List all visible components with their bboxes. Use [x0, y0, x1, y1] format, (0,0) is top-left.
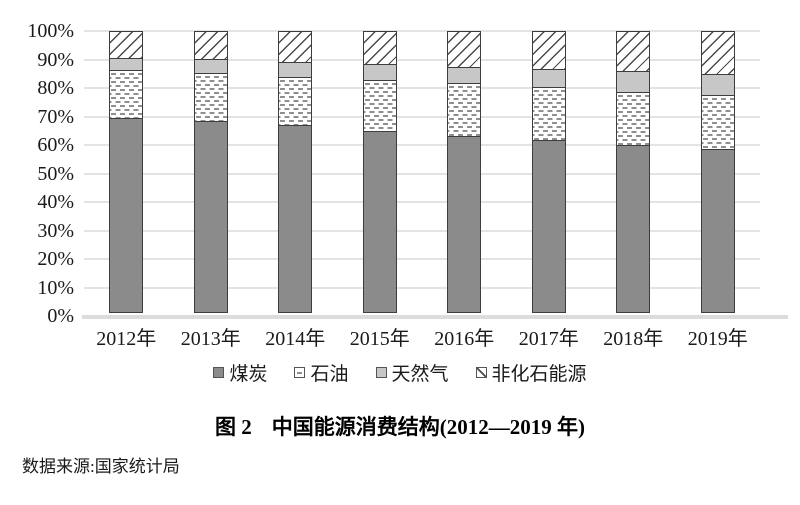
x-axis-tick-label: 2017年 — [518, 328, 579, 350]
stacked-bar-2016年 — [447, 31, 482, 316]
legend-label: 天然气 — [391, 364, 449, 385]
gridline — [84, 258, 760, 260]
legend-item-coal: 煤炭 — [213, 359, 267, 386]
bar-segment-gas — [616, 71, 651, 93]
legend-label: 非化石能源 — [491, 364, 587, 385]
legend-item-nonfossil: 非化石能源 — [475, 359, 587, 386]
gridline — [84, 172, 760, 175]
bar-cell — [84, 31, 169, 316]
y-axis-tick-label: 30% — [37, 219, 74, 242]
legend-swatch-coal-icon — [213, 367, 225, 378]
bar-segment-gas — [278, 62, 313, 79]
gridline — [84, 115, 760, 118]
y-axis-tick-label: 20% — [37, 248, 74, 270]
legend-swatch-nonfossil-icon — [475, 367, 487, 378]
y-axis-tick-label: 80% — [37, 77, 74, 99]
bar-segment-coal — [616, 144, 651, 313]
x-axis-line — [82, 315, 788, 319]
bar-cell — [507, 31, 592, 316]
bar-segment-gas — [109, 57, 144, 72]
bar-segment-oil — [447, 83, 482, 137]
bar-cell — [338, 31, 423, 316]
bar-segment-coal — [700, 148, 735, 313]
bar-cell — [676, 31, 761, 316]
gridline — [84, 30, 760, 32]
gridline — [84, 87, 760, 89]
bar-segment-nonfossil — [193, 31, 228, 61]
chart-legend: 煤炭 石油 天然气 非化石能源 — [0, 359, 800, 386]
bar-segment-oil — [193, 73, 228, 122]
bar-cell — [169, 31, 254, 316]
bars-container — [84, 31, 760, 316]
bar-segment-coal — [447, 135, 482, 313]
y-axis-tick-label: 70% — [37, 105, 74, 128]
x-axis-tick-label: 2015年 — [349, 328, 410, 350]
y-axis-tick-label: 50% — [37, 162, 74, 185]
stacked-bar-2018年 — [616, 31, 651, 316]
y-axis-tick-label: 60% — [37, 134, 74, 156]
bar-cell — [422, 31, 507, 316]
bar-segment-coal — [193, 120, 228, 313]
y-axis-tick-label: 0% — [47, 305, 74, 327]
data-source-note: 数据来源:国家统计局 — [22, 457, 180, 476]
gridline — [84, 58, 760, 61]
x-axis-tick-label: 2019年 — [687, 328, 748, 350]
x-axis-tick-label: 2018年 — [603, 328, 664, 350]
figure-number: 图 2 — [215, 415, 252, 439]
stacked-bar-2017年 — [531, 31, 566, 316]
bar-segment-oil — [109, 70, 144, 119]
stacked-bar-2012年 — [109, 31, 144, 316]
bar-segment-nonfossil — [531, 31, 566, 70]
bar-segment-coal — [531, 140, 566, 313]
figure-caption: 图 2 中国能源消费结构(2012—2019 年) — [0, 411, 800, 441]
stacked-bar-2015年 — [362, 31, 397, 316]
bar-segment-nonfossil — [447, 31, 482, 69]
stacked-bar-2013年 — [193, 31, 228, 316]
x-axis-tick-label: 2013年 — [180, 328, 241, 350]
stacked-bar-2019年 — [700, 31, 735, 316]
gridline — [84, 229, 760, 232]
bar-segment-oil — [700, 95, 735, 150]
bar-cell — [253, 31, 338, 316]
bar-segment-coal — [109, 117, 144, 313]
bar-segment-nonfossil — [616, 31, 651, 73]
bar-segment-oil — [531, 87, 566, 142]
bar-segment-gas — [700, 73, 735, 97]
legend-label: 石油 — [310, 364, 349, 385]
bar-segment-gas — [362, 64, 397, 81]
bar-segment-nonfossil — [109, 31, 144, 59]
y-axis-tick-label: 40% — [37, 191, 74, 213]
bar-segment-oil — [616, 91, 651, 146]
legend-item-oil: 石油 — [294, 359, 349, 386]
bar-segment-gas — [531, 68, 566, 89]
bar-segment-coal — [278, 125, 313, 313]
legend-label: 煤炭 — [229, 364, 268, 385]
x-axis-labels: 2012年 2013年 2014年 2015年 2016年 2017年 2018年 2019年 — [84, 322, 760, 351]
x-axis-tick-label: 2012年 — [96, 328, 157, 350]
gridline — [84, 201, 760, 203]
y-axis-tick-label: 100% — [27, 20, 74, 42]
bar-segment-gas — [193, 59, 228, 75]
x-axis-tick-label: 2016年 — [434, 328, 495, 350]
bar-segment-gas — [447, 67, 482, 85]
bar-segment-nonfossil — [362, 31, 397, 66]
bar-segment-oil — [362, 79, 397, 133]
y-axis-tick-label: 10% — [37, 276, 74, 299]
bar-segment-nonfossil — [278, 31, 313, 64]
figure-title: 中国能源消费结构(2012—2019 年) — [271, 415, 585, 439]
legend-swatch-oil-icon — [294, 367, 306, 378]
bar-segment-nonfossil — [700, 31, 735, 75]
stacked-bar-2014年 — [278, 31, 313, 316]
bar-cell — [591, 31, 676, 316]
bar-segment-coal — [362, 131, 397, 313]
gridline — [84, 286, 760, 289]
bar-segment-oil — [278, 77, 313, 127]
y-axis-tick-label: 90% — [37, 48, 74, 71]
plot-area — [82, 30, 788, 319]
legend-swatch-gas-icon — [375, 367, 387, 378]
legend-item-gas: 天然气 — [375, 359, 449, 386]
x-axis-tick-label: 2014年 — [265, 328, 326, 350]
gridline — [84, 144, 760, 146]
